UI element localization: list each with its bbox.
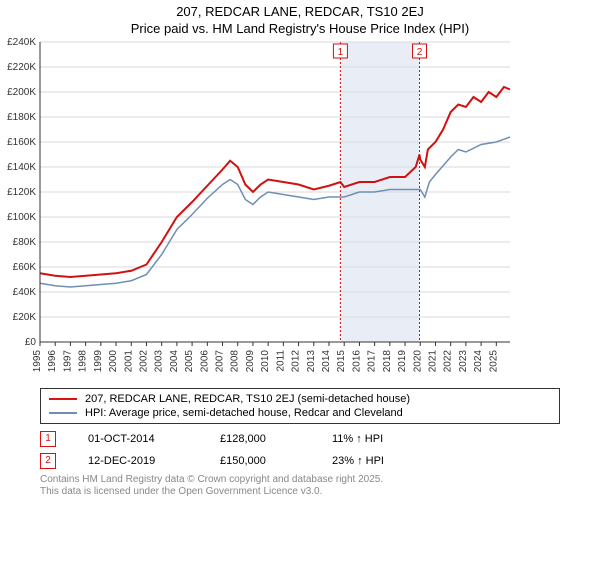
- sale-row: 1 01-OCT-2014 £128,000 11% ↑ HPI: [40, 428, 560, 450]
- sale-delta: 11% ↑ HPI: [332, 433, 383, 445]
- y-tick-label: £100K: [7, 212, 36, 223]
- x-tick-label: 2001: [123, 350, 134, 373]
- x-tick-label: 2000: [108, 350, 119, 373]
- sale-marker-1: 1: [40, 431, 56, 447]
- x-tick-label: 2004: [169, 350, 180, 373]
- legend-swatch-red: [49, 398, 77, 400]
- legend-item-hpi: HPI: Average price, semi-detached house,…: [49, 406, 551, 420]
- x-tick-label: 2025: [488, 350, 499, 373]
- footnote-l1: Contains HM Land Registry data © Crown c…: [40, 474, 560, 486]
- x-tick-label: 2011: [275, 350, 286, 372]
- legend: 207, REDCAR LANE, REDCAR, TS10 2EJ (semi…: [40, 388, 560, 424]
- x-tick-label: 2006: [199, 350, 210, 373]
- x-tick-label: 1999: [93, 350, 104, 373]
- marker-num: 1: [338, 47, 344, 58]
- x-tick-label: 2008: [230, 350, 241, 373]
- y-tick-label: £180K: [7, 112, 36, 123]
- y-tick-label: £120K: [7, 187, 36, 198]
- y-tick-label: £140K: [7, 162, 36, 173]
- y-tick-label: £240K: [7, 37, 36, 48]
- y-tick-label: £80K: [13, 237, 37, 248]
- legend-item-price: 207, REDCAR LANE, REDCAR, TS10 2EJ (semi…: [49, 392, 551, 406]
- x-tick-label: 2013: [306, 350, 317, 373]
- series-hpi: [40, 137, 510, 287]
- sale-date: 01-OCT-2014: [88, 433, 188, 445]
- sale-price: £150,000: [220, 455, 300, 467]
- sale-row: 2 12-DEC-2019 £150,000 23% ↑ HPI: [40, 450, 560, 472]
- x-tick-label: 2017: [367, 350, 378, 373]
- x-tick-label: 2023: [458, 350, 469, 373]
- x-tick-label: 2005: [184, 350, 195, 373]
- x-tick-label: 2003: [154, 350, 165, 373]
- legend-label: HPI: Average price, semi-detached house,…: [85, 407, 403, 419]
- sale-rows: 1 01-OCT-2014 £128,000 11% ↑ HPI 2 12-DE…: [40, 428, 560, 472]
- x-tick-label: 2016: [351, 350, 362, 373]
- y-tick-label: £40K: [13, 287, 37, 298]
- x-tick-label: 2019: [397, 350, 408, 373]
- y-tick-label: £60K: [13, 262, 37, 273]
- sale-date: 12-DEC-2019: [88, 455, 188, 467]
- y-tick-label: £160K: [7, 137, 36, 148]
- series-price_paid: [40, 87, 510, 277]
- y-tick-label: £220K: [7, 62, 36, 73]
- x-tick-label: 2020: [412, 350, 423, 373]
- chart-title-address: 207, REDCAR LANE, REDCAR, TS10 2EJ: [0, 4, 600, 19]
- sale-price: £128,000: [220, 433, 300, 445]
- chart-title-desc: Price paid vs. HM Land Registry's House …: [0, 21, 600, 36]
- y-tick-label: £20K: [13, 312, 37, 323]
- x-tick-label: 2014: [321, 350, 332, 373]
- y-tick-label: £200K: [7, 87, 36, 98]
- x-tick-label: 1998: [78, 350, 89, 373]
- x-tick-label: 1995: [32, 350, 43, 373]
- legend-label: 207, REDCAR LANE, REDCAR, TS10 2EJ (semi…: [85, 393, 410, 405]
- sale-delta: 23% ↑ HPI: [332, 455, 384, 467]
- x-tick-label: 2021: [427, 350, 438, 373]
- x-tick-label: 2012: [291, 350, 302, 373]
- x-tick-label: 2022: [443, 350, 454, 373]
- x-tick-label: 1997: [62, 350, 73, 373]
- x-tick-label: 2010: [260, 350, 271, 373]
- y-tick-label: £0: [25, 337, 37, 348]
- x-tick-label: 2002: [138, 350, 149, 373]
- footnote-l2: This data is licensed under the Open Gov…: [40, 486, 560, 498]
- marker-num: 2: [417, 47, 423, 58]
- footnote: Contains HM Land Registry data © Crown c…: [40, 474, 560, 498]
- sale-marker-2: 2: [40, 453, 56, 469]
- x-tick-label: 2015: [336, 350, 347, 373]
- legend-swatch-blue: [49, 412, 77, 414]
- x-tick-label: 2009: [245, 350, 256, 373]
- price-chart: £0 £20K £40K £60K £80K £100K £120K £140K £160K £1…: [0, 36, 600, 384]
- x-tick-label: 2007: [215, 350, 226, 373]
- x-tick-label: 1996: [47, 350, 58, 373]
- x-tick-label: 2018: [382, 350, 393, 373]
- x-tick-label: 2024: [473, 350, 484, 373]
